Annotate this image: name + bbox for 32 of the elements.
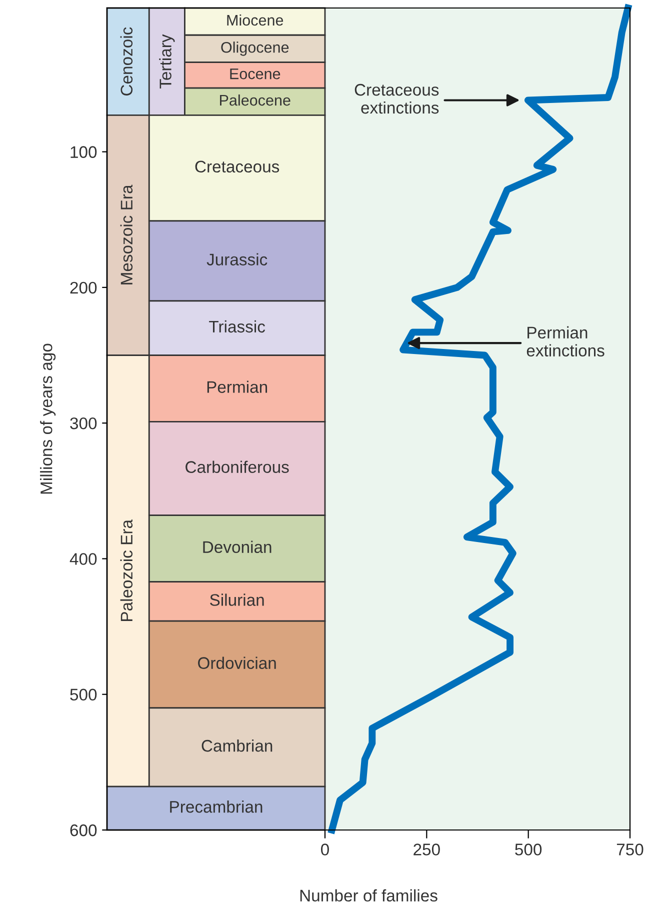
band-label: Cretaceous bbox=[195, 160, 280, 173]
band-label: Jurassic bbox=[206, 253, 268, 266]
y-tick-label: 400 bbox=[70, 553, 97, 565]
y-tick-label: 100 bbox=[70, 146, 97, 158]
band-label: Cenozoic bbox=[120, 27, 133, 96]
y-tick-label: 300 bbox=[70, 417, 97, 430]
band-label: Silurian bbox=[210, 594, 264, 606]
annotation: Cretaceous extinctions bbox=[354, 84, 439, 114]
band-label: Miocene bbox=[227, 14, 284, 26]
band-label: Cambrian bbox=[202, 739, 272, 752]
band-label: Tertiary bbox=[159, 34, 175, 89]
x-tick-label: 500 bbox=[515, 844, 542, 856]
band-label: Precambrian bbox=[170, 800, 262, 813]
annotation: Permian extinctions bbox=[526, 326, 604, 356]
band-label: Paleozoic Era bbox=[120, 520, 133, 621]
band-label: Triassic bbox=[209, 320, 266, 333]
y-axis-title: Millions of years ago bbox=[40, 344, 56, 494]
band-label: Mesozoic Era bbox=[120, 184, 133, 284]
y-tick-label: 200 bbox=[70, 282, 97, 294]
band-label: Devonian bbox=[203, 540, 272, 554]
x-tick-label: 250 bbox=[414, 844, 440, 856]
x-tick-label: 0 bbox=[321, 844, 329, 856]
band-label: Eocene bbox=[230, 68, 280, 80]
band-label: Oligocene bbox=[221, 42, 289, 56]
x-axis-title: Number of families bbox=[300, 889, 438, 902]
band-label: Paleocene bbox=[220, 94, 290, 106]
y-tick-label: 600 bbox=[70, 824, 97, 836]
band-label: Ordovician bbox=[198, 656, 276, 669]
band-label: Carboniferous bbox=[186, 460, 289, 473]
band-label: Permian bbox=[207, 380, 268, 393]
y-tick-label: 500 bbox=[70, 688, 97, 701]
x-tick-label: 750 bbox=[616, 844, 644, 856]
